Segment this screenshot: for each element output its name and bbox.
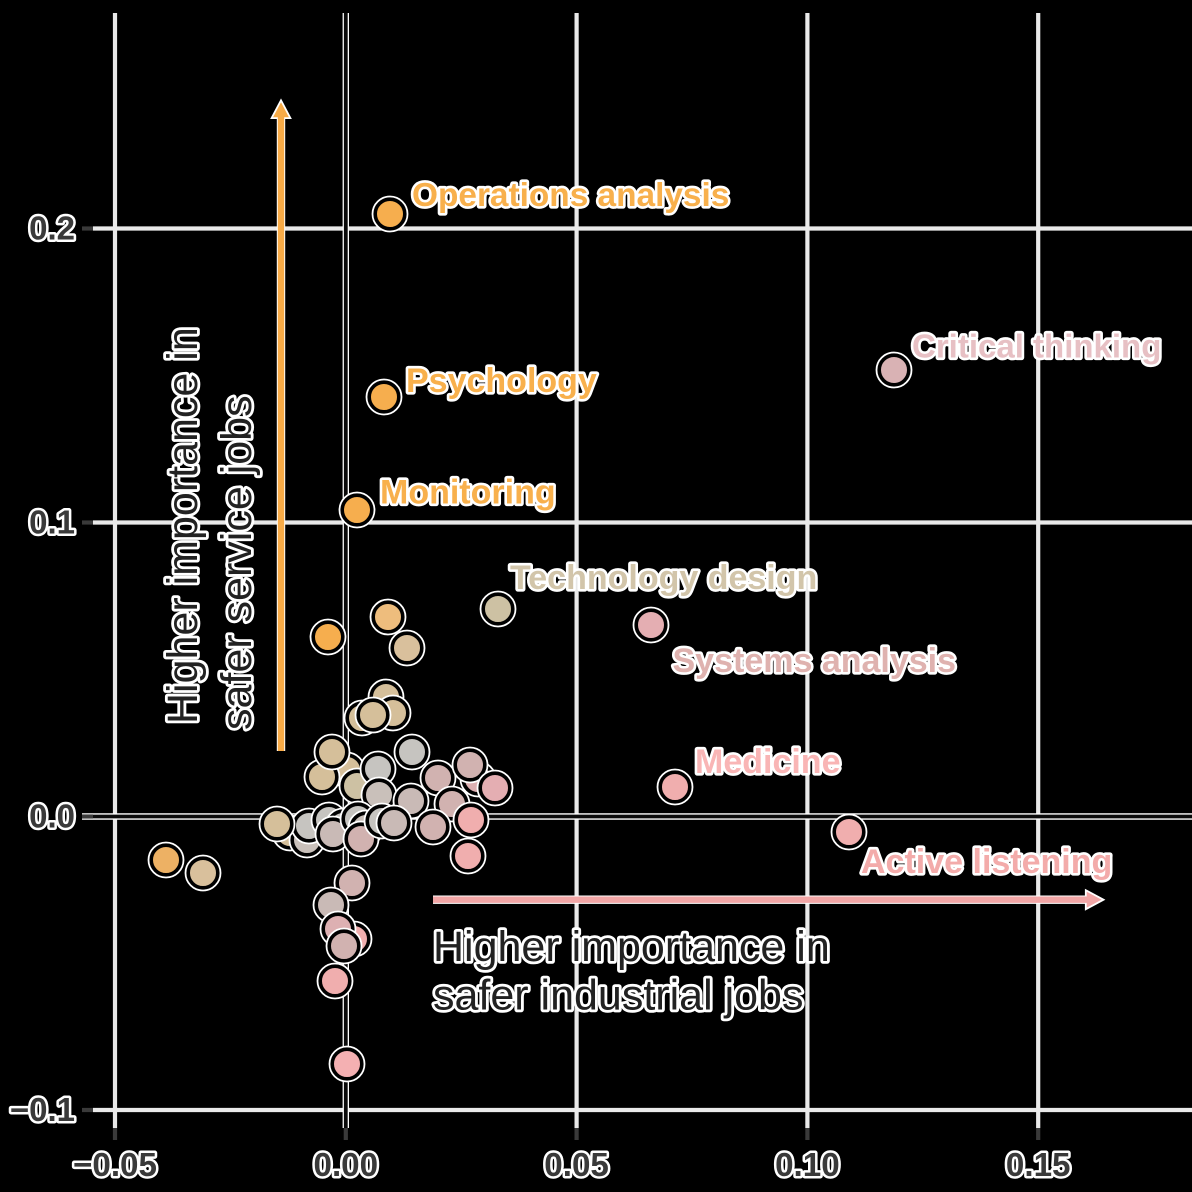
svg-text:Psychology: Psychology <box>406 362 597 400</box>
svg-text:0.15: 0.15 <box>1006 1147 1071 1184</box>
svg-text:Monitoring: Monitoring <box>380 474 556 512</box>
svg-text:Higher importance in: Higher importance in <box>433 923 830 971</box>
svg-text:Medicine: Medicine <box>695 743 840 781</box>
svg-text:Critical thinking: Critical thinking <box>912 328 1161 365</box>
svg-text:Systems analysis: Systems analysis <box>673 642 957 680</box>
svg-text:safer service jobs: safer service jobs <box>213 395 261 730</box>
svg-text:0.00: 0.00 <box>314 1147 379 1184</box>
svg-text:−0.05: −0.05 <box>73 1147 157 1184</box>
svg-text:0.0: 0.0 <box>29 798 75 835</box>
svg-text:Technology design: Technology design <box>510 559 817 597</box>
svg-text:Operations analysis: Operations analysis <box>412 177 729 214</box>
svg-text:0.05: 0.05 <box>544 1147 609 1184</box>
svg-text:0.2: 0.2 <box>29 210 75 247</box>
svg-text:Higher importance in: Higher importance in <box>159 327 207 724</box>
svg-text:−0.1: −0.1 <box>10 1091 75 1128</box>
svg-text:0.1: 0.1 <box>29 504 75 541</box>
svg-text:0.10: 0.10 <box>775 1147 840 1184</box>
svg-text:Active listening: Active listening <box>861 843 1112 881</box>
svg-text:safer industrial jobs: safer industrial jobs <box>433 972 803 1020</box>
